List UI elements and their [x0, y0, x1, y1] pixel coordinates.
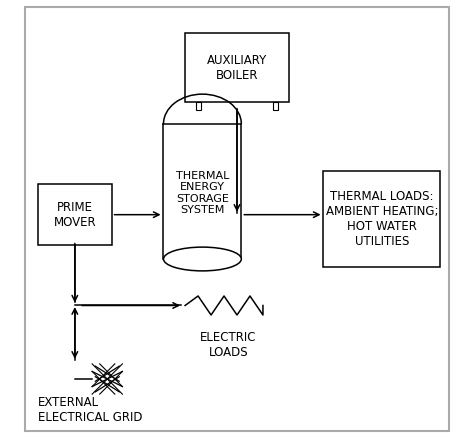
Text: AUXILIARY
BOILER: AUXILIARY BOILER [207, 53, 267, 81]
Text: ELECTRIC
LOADS: ELECTRIC LOADS [200, 332, 256, 360]
Bar [185, 33, 289, 102]
Bar [273, 102, 278, 110]
Text: EXTERNAL
ELECTRICAL GRID: EXTERNAL ELECTRICAL GRID [38, 396, 143, 424]
Bar [164, 124, 241, 271]
Text: THERMAL LOADS:
AMBIENT HEATING;
HOT WATER
UTILITIES: THERMAL LOADS: AMBIENT HEATING; HOT WATE… [326, 190, 438, 248]
Text: THERMAL
ENERGY
STORAGE
SYSTEM: THERMAL ENERGY STORAGE SYSTEM [176, 171, 229, 215]
Bar [323, 171, 440, 267]
Bar [196, 102, 201, 110]
Bar [38, 184, 111, 245]
Text: PRIME
MOVER: PRIME MOVER [54, 201, 96, 229]
Ellipse shape [164, 247, 241, 271]
